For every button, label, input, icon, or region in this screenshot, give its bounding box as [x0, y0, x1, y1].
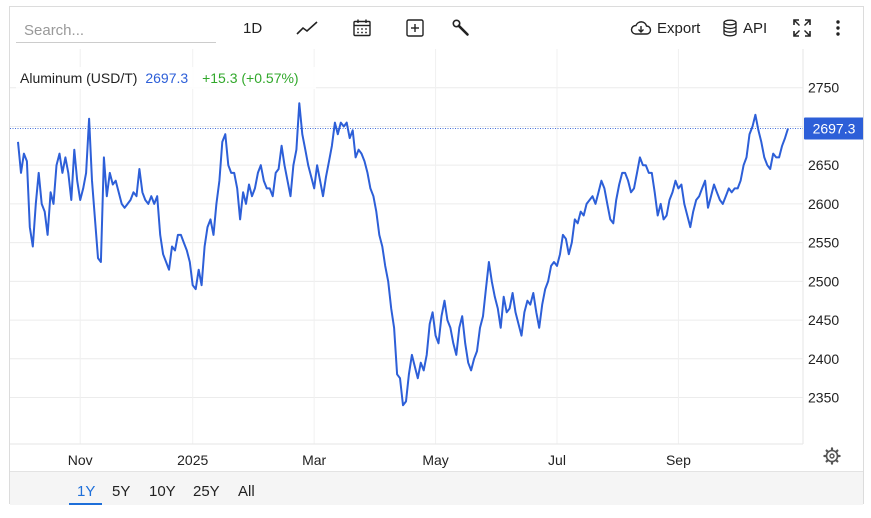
line-chart-icon	[296, 21, 318, 35]
toolbar: 1D	[10, 7, 863, 49]
chart-type-button[interactable]	[296, 17, 318, 39]
x-tick-label: Nov	[68, 452, 93, 468]
range-button-5y[interactable]: 5Y	[112, 483, 131, 500]
wrench-icon	[452, 19, 469, 36]
fullscreen-button[interactable]	[792, 17, 812, 39]
legend-name: Aluminum (USD/T)	[20, 70, 137, 86]
chart-widget: 1D	[9, 6, 864, 505]
series-line-aluminum	[17, 102, 789, 407]
export-button[interactable]: Export	[630, 17, 700, 39]
x-axis: Nov 2025 Mar May Jul Sep	[68, 452, 691, 468]
last-price-tag: 2697.3	[804, 117, 863, 140]
grid	[10, 49, 803, 444]
x-tick-label: Sep	[666, 452, 691, 468]
search-input[interactable]	[16, 19, 216, 43]
more-vertical-icon	[836, 20, 840, 36]
chart-settings-button[interactable]	[823, 447, 841, 465]
legend-last: 2697.3	[145, 70, 188, 86]
last-price-tag-label: 2697.3	[813, 121, 856, 137]
api-button[interactable]: API	[722, 17, 767, 39]
x-tick-label: Jul	[548, 452, 566, 468]
y-tick-label: 2550	[808, 235, 839, 251]
compare-button[interactable]	[405, 17, 425, 39]
calendar-icon	[353, 19, 371, 37]
range-button-10y[interactable]: 10Y	[149, 483, 176, 500]
legend-change: +15.3 (+0.57%)	[202, 70, 299, 86]
svg-text:Aluminum (USD/T) 2697.: Aluminum (USD/T) 2697.3 +15.3 (+0.57%)	[20, 70, 299, 86]
x-tick-label: May	[422, 452, 448, 468]
y-tick-label: 2750	[808, 80, 839, 96]
fullscreen-icon	[793, 19, 811, 37]
y-tick-label: 2350	[808, 390, 839, 406]
legend: Aluminum (USD/T) 2697.3 +15.3 (+0.57%)	[16, 67, 316, 89]
export-label: Export	[657, 19, 701, 37]
range-button-25y[interactable]: 25Y	[193, 483, 220, 500]
interval-label: 1D	[243, 19, 263, 37]
more-menu-button[interactable]	[833, 17, 843, 39]
y-tick-label: 2650	[808, 157, 839, 173]
y-tick-label: 2600	[808, 196, 839, 212]
x-tick-label: Mar	[302, 452, 326, 468]
range-button-all[interactable]: All	[238, 483, 255, 500]
interval-button[interactable]: 1D	[243, 17, 262, 39]
settings-tools-button[interactable]	[451, 17, 471, 39]
y-tick-label: 2500	[808, 273, 839, 289]
gear-icon	[823, 447, 841, 465]
cloud-download-icon	[630, 21, 652, 35]
y-tick-label: 2450	[808, 312, 839, 328]
active-range-underline	[69, 503, 102, 505]
price-chart[interactable]: 235024002450250025502600265027002750 Nov…	[10, 7, 863, 471]
plus-square-icon	[406, 19, 424, 37]
range-selector: 1Y 5Y 10Y 25Y All	[10, 471, 863, 505]
date-range-button[interactable]	[352, 17, 372, 39]
y-tick-label: 2400	[808, 351, 839, 367]
x-tick-label: 2025	[177, 452, 208, 468]
database-icon	[723, 19, 737, 37]
api-label: API	[743, 19, 768, 37]
range-button-1y[interactable]: 1Y	[77, 483, 96, 500]
